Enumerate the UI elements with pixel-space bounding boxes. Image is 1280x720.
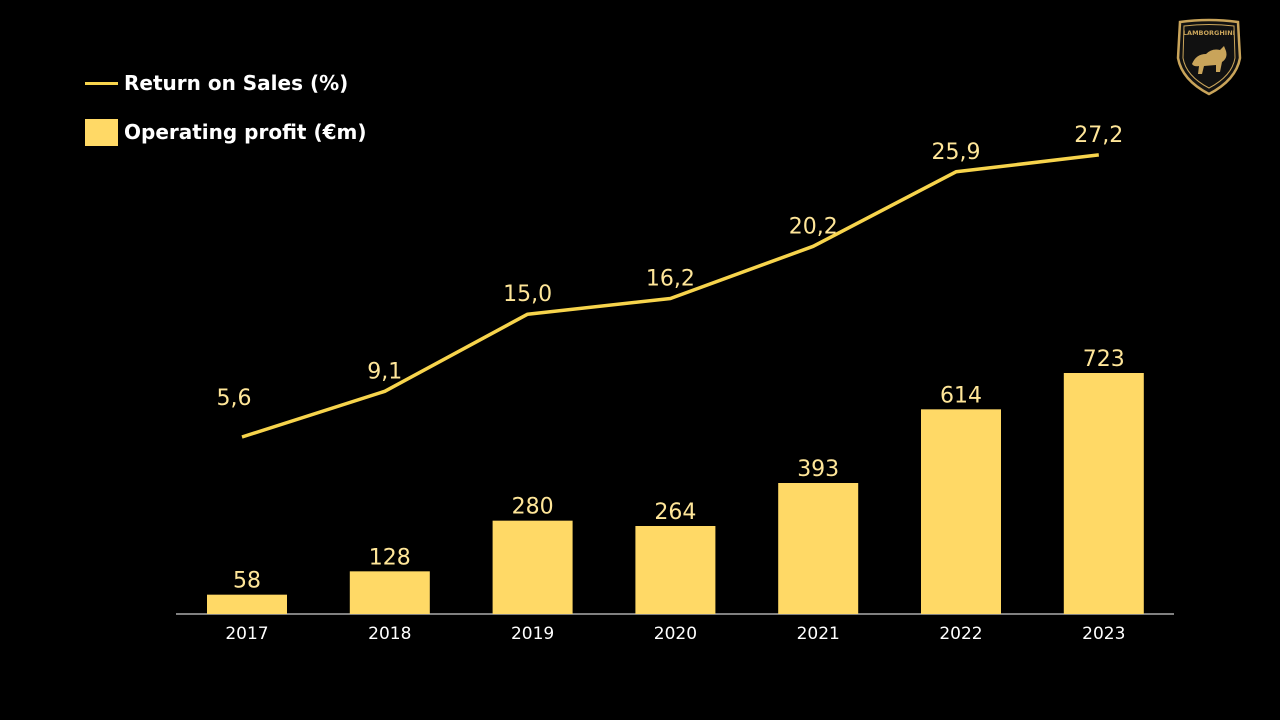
x-tick-label-2022: 2022: [939, 624, 982, 644]
x-tick-label-2018: 2018: [368, 624, 411, 644]
line-label-2022: 25,9: [932, 140, 981, 165]
line-label-2018: 9,1: [367, 359, 402, 384]
legend-line-swatch: [85, 81, 118, 85]
x-tick-label-2020: 2020: [654, 624, 697, 644]
x-tick-label-2019: 2019: [511, 624, 554, 644]
line-label-2017: 5,6: [217, 386, 252, 411]
bar-label-2017: 58: [233, 569, 261, 594]
bar-2022: [921, 409, 1001, 614]
legend-item-return-on-sales: Return on Sales (%): [85, 68, 366, 98]
legend-bar-swatch: [85, 118, 118, 146]
legend-line-label: Return on Sales (%): [124, 71, 349, 95]
line-label-2019: 15,0: [503, 282, 552, 307]
bar-label-2022: 614: [940, 383, 982, 408]
line-label-2020: 16,2: [646, 267, 695, 292]
x-tick-label-2017: 2017: [225, 624, 268, 644]
bar-label-2018: 128: [369, 545, 411, 570]
bar-2017: [207, 594, 287, 614]
bar-2019: [492, 520, 573, 614]
line-label-2023: 27,2: [1074, 123, 1123, 148]
bar-2018: [349, 571, 430, 614]
bar-2020: [635, 526, 716, 614]
bar-label-2020: 264: [654, 500, 696, 525]
bull-icon: [1192, 46, 1227, 74]
bar-2023: [1063, 373, 1144, 614]
bar-label-2023: 723: [1083, 347, 1125, 372]
lamborghini-logo: LAMBORGHINI: [1176, 18, 1242, 96]
legend-item-operating-profit: Operating profit (€m): [85, 117, 366, 147]
x-tick-label-2023: 2023: [1082, 624, 1125, 644]
logo-text: LAMBORGHINI: [1183, 29, 1235, 37]
x-tick-label-2021: 2021: [797, 624, 840, 644]
legend: Return on Sales (%) Operating profit (€m…: [85, 68, 366, 147]
bar-label-2021: 393: [797, 457, 839, 482]
legend-bar-label: Operating profit (€m): [124, 120, 367, 144]
bar-2021: [778, 483, 859, 614]
bar-label-2019: 280: [512, 495, 554, 520]
line-label-2021: 20,2: [789, 214, 838, 239]
